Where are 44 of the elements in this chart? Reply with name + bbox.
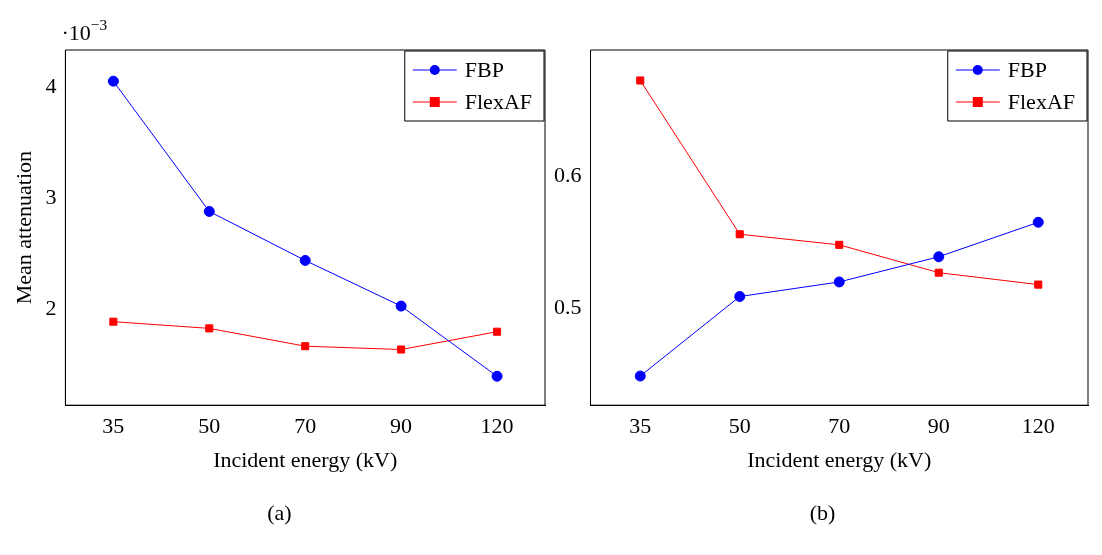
- text: (b): [809, 500, 836, 526]
- point: [109, 317, 118, 326]
- x-tick-label: 70: [294, 413, 317, 439]
- legend-label: FBP: [1007, 56, 1047, 82]
- y-tick-label: 3: [45, 183, 57, 209]
- x-tick-label: 120: [1021, 413, 1055, 439]
- y-tick-label: 0.6: [554, 161, 582, 187]
- y-tick-label: 4: [45, 72, 57, 98]
- legend-label: FlexAF: [1007, 88, 1076, 114]
- point: [299, 254, 311, 266]
- point: [1034, 280, 1043, 289]
- point: [1032, 216, 1044, 228]
- point: [203, 205, 215, 217]
- point: [933, 251, 945, 263]
- legend-label: FlexAF: [464, 88, 533, 114]
- x-tick-label: 90: [390, 413, 413, 439]
- point: [636, 76, 645, 85]
- x-tick-label: 90: [927, 413, 950, 439]
- x-tick-label: 70: [828, 413, 851, 439]
- x-axis-title: Incident energy (kV): [213, 446, 398, 472]
- y-tick-label: 2: [45, 295, 57, 321]
- x-tick-label: 35: [629, 413, 652, 439]
- legend-label: FBP: [464, 56, 504, 82]
- x-tick-label: 35: [102, 413, 125, 439]
- x-tick-label: 120: [480, 413, 514, 439]
- point: [835, 240, 844, 249]
- point: [634, 370, 646, 382]
- point: [301, 342, 310, 351]
- point: [493, 327, 502, 336]
- point: [934, 268, 943, 277]
- point: [734, 291, 746, 303]
- point: [395, 300, 407, 312]
- point: [491, 370, 503, 382]
- point: [107, 75, 119, 87]
- point: [735, 230, 744, 239]
- y-axis-title: Mean attenuation: [10, 150, 36, 305]
- x-tick-label: 50: [728, 413, 751, 439]
- x-tick-label: 50: [198, 413, 221, 439]
- y-tick-label: 0.5: [554, 294, 582, 320]
- x-axis-title: Incident energy (kV): [747, 446, 932, 472]
- point: [205, 324, 214, 333]
- text: (a): [267, 500, 292, 526]
- point: [397, 345, 406, 354]
- point: [833, 276, 845, 288]
